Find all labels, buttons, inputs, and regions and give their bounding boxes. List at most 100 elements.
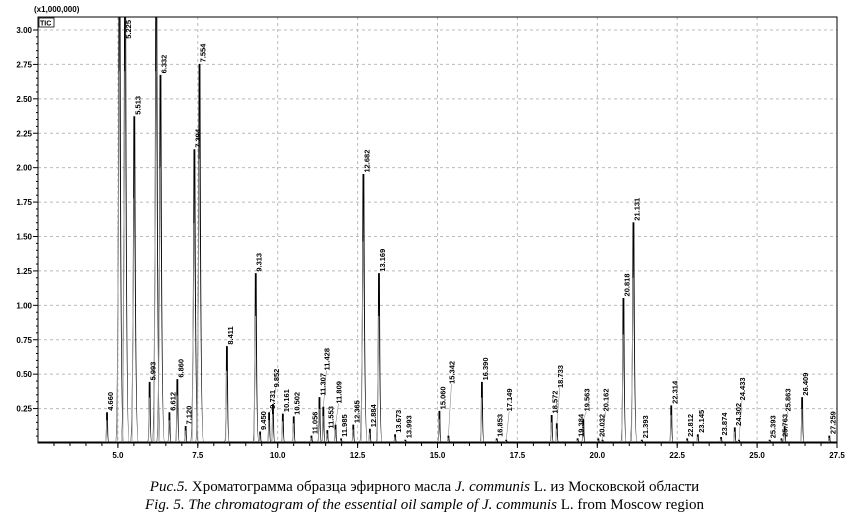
peak-label: 15.060 bbox=[438, 386, 447, 409]
peak-shoulder bbox=[783, 430, 785, 443]
peak-label: 25.863 bbox=[784, 388, 793, 411]
peak-label-leader bbox=[335, 403, 339, 426]
peak-shoulder bbox=[253, 315, 257, 443]
peak-label: 13.673 bbox=[394, 410, 403, 433]
peak-label: 11.809 bbox=[335, 381, 344, 404]
peak-label: 6.612 bbox=[168, 392, 177, 411]
peak-shoulder bbox=[339, 439, 342, 443]
peak-shoulder bbox=[360, 241, 364, 443]
peak-shoulder bbox=[555, 428, 558, 443]
caption-ru: Рис.5. Хроматограмма образца эфирного ма… bbox=[0, 479, 849, 496]
peak-shoulder bbox=[310, 437, 312, 443]
peak bbox=[195, 63, 205, 443]
peak-label: 16.853 bbox=[496, 414, 505, 437]
x-tick-label: 22.5 bbox=[669, 451, 685, 460]
x-tick-label: 15.0 bbox=[430, 451, 446, 460]
peak-label: 13.169 bbox=[378, 249, 387, 272]
peak-label-leader bbox=[268, 408, 273, 413]
peak-shoulder bbox=[719, 438, 722, 443]
peak-label-leader bbox=[602, 411, 606, 441]
peak-label: 6.332 bbox=[159, 55, 168, 74]
caption-en: Fig. 5. The chromatogram of the essentia… bbox=[0, 497, 849, 514]
peak bbox=[629, 222, 638, 443]
peak-label: 12.365 bbox=[352, 400, 361, 423]
x-tick-label: 10.0 bbox=[270, 451, 286, 460]
y-tick-label: 0.25 bbox=[16, 405, 32, 414]
peak-label: 9.731 bbox=[268, 390, 277, 409]
peak-label: 25.763 bbox=[780, 414, 789, 437]
peak-label: 23.874 bbox=[720, 412, 729, 436]
y-tick-label: 2.75 bbox=[16, 60, 32, 69]
peak-shoulder bbox=[157, 167, 161, 443]
peak-label: 24.302 bbox=[734, 403, 743, 426]
peak-shoulder bbox=[696, 436, 699, 443]
peak-label: 6.860 bbox=[176, 359, 185, 378]
peak-shoulder bbox=[317, 408, 320, 443]
plot-frame bbox=[37, 16, 838, 444]
caption-en-text1: The chromatogram of the essential oil sa… bbox=[184, 497, 482, 513]
peak-label: 27.259 bbox=[828, 411, 837, 434]
peak-shoulder bbox=[334, 429, 336, 443]
peak-shoulder bbox=[122, 71, 126, 443]
peak-label: 7.394 bbox=[193, 128, 202, 148]
peak bbox=[115, 17, 124, 443]
y-multiplier-label: (x1,000,000) bbox=[34, 5, 80, 14]
peak-shoulder bbox=[167, 420, 170, 443]
peak-label: 18.733 bbox=[556, 365, 565, 388]
peak-label: 11.056 bbox=[310, 412, 319, 435]
peak-shoulder bbox=[640, 440, 643, 443]
peak-label: 20.032 bbox=[597, 414, 606, 437]
y-tick-label: 1.25 bbox=[16, 267, 32, 276]
peak-shoulder bbox=[184, 430, 186, 443]
y-tick-label: 1.50 bbox=[16, 233, 32, 242]
peak-shoulder bbox=[733, 431, 736, 443]
x-tick-label: 7.5 bbox=[192, 451, 204, 460]
peak-shoulder bbox=[225, 370, 228, 443]
peak-shoulder bbox=[351, 429, 354, 443]
peak-label: 5.225 bbox=[124, 20, 133, 39]
x-tick-label: 20.0 bbox=[590, 451, 606, 460]
peak-shoulder bbox=[480, 397, 483, 443]
peak-label: 7.120 bbox=[185, 406, 194, 425]
x-tick-label: 27.5 bbox=[829, 451, 845, 460]
peak-shoulder bbox=[827, 437, 830, 443]
peak-shoulder bbox=[447, 437, 449, 443]
peak-label: 7.554 bbox=[199, 43, 208, 63]
peak-shoulder bbox=[495, 439, 497, 443]
peak-label-leader bbox=[272, 387, 277, 405]
y-tick-label: 2.00 bbox=[16, 164, 32, 173]
y-tick-label: 3.00 bbox=[16, 26, 32, 35]
peak-label: 5.993 bbox=[149, 362, 158, 381]
y-tick-label: 2.25 bbox=[16, 129, 32, 138]
y-tick-label: 1.00 bbox=[16, 301, 32, 310]
caption-en-text2: L. from Moscow region bbox=[556, 497, 704, 513]
peak-shoulder bbox=[403, 440, 406, 443]
peak-shoulder bbox=[281, 421, 284, 443]
caption-ru-species: J. communis bbox=[454, 479, 530, 495]
peak-shoulder bbox=[147, 397, 150, 443]
peak-label: 20.162 bbox=[601, 388, 610, 411]
peak-shoulder bbox=[596, 439, 599, 443]
peak-label: 10.161 bbox=[282, 389, 291, 412]
peak-label: 8.411 bbox=[226, 326, 235, 344]
peak-shoulder bbox=[576, 439, 578, 443]
peak-label: 21.131 bbox=[632, 198, 641, 221]
peak-label: 12.682 bbox=[362, 150, 371, 173]
peak-label: 11.985 bbox=[340, 414, 349, 437]
peak-shoulder bbox=[630, 277, 634, 443]
x-tick-label: 12.5 bbox=[350, 451, 366, 460]
peak-shoulder bbox=[800, 408, 803, 443]
peak-label: 11.307 bbox=[318, 373, 327, 396]
peak-shoulder bbox=[321, 416, 324, 443]
peak-label: 12.884 bbox=[369, 403, 378, 427]
peak-shoulder bbox=[376, 315, 380, 443]
peak-shoulder bbox=[292, 423, 295, 443]
peak-label: 23.145 bbox=[697, 410, 706, 433]
peak-shoulder bbox=[768, 440, 770, 443]
y-tick-label: 0.75 bbox=[16, 336, 32, 345]
peak-label: 20.818 bbox=[622, 273, 631, 296]
peak-label: 9.450 bbox=[259, 411, 268, 430]
y-tick-label: 0.50 bbox=[16, 370, 32, 379]
peak-shoulder bbox=[105, 420, 108, 443]
peak-shoulder bbox=[153, 71, 157, 443]
